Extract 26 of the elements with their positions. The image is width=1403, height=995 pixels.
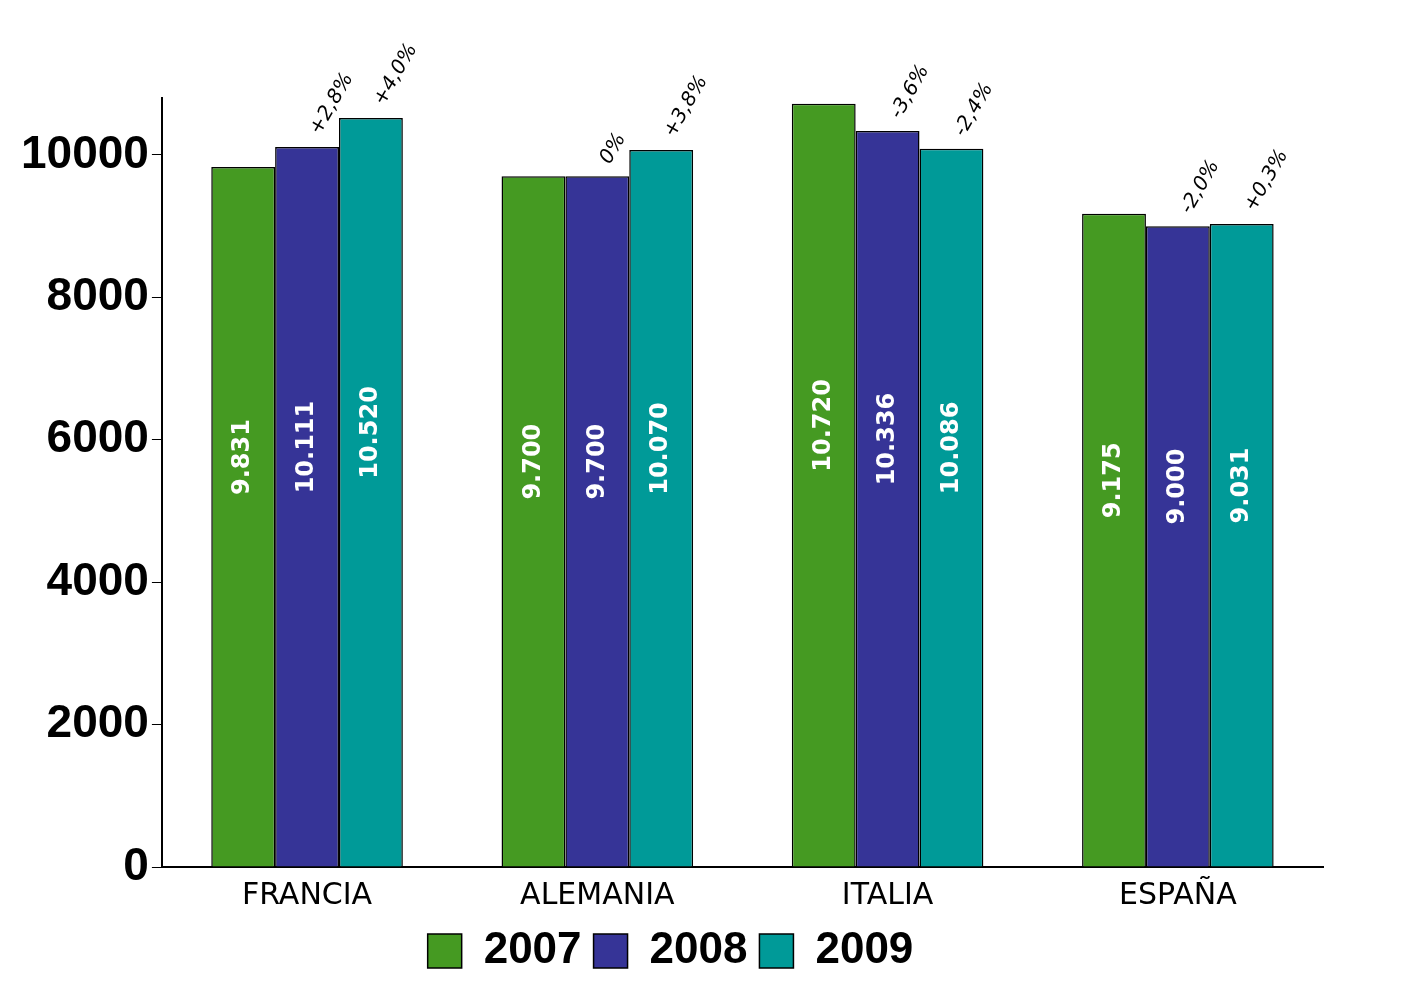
legend-label: 2008 bbox=[649, 923, 748, 973]
data-label: 9.000 bbox=[1162, 448, 1191, 525]
data-label: 10.520 bbox=[355, 386, 384, 479]
data-label: 10.336 bbox=[871, 392, 900, 486]
legend-label: 2007 bbox=[483, 923, 582, 973]
x-tick-label: ESPAÑA bbox=[1119, 875, 1238, 911]
data-label: 9.700 bbox=[581, 423, 610, 500]
legend-label: 2009 bbox=[815, 923, 914, 973]
y-tick-label: 4000 bbox=[46, 552, 149, 605]
annotation: 0% bbox=[593, 127, 631, 168]
y-tick-label: 10000 bbox=[20, 125, 149, 178]
data-label: 9.175 bbox=[1098, 442, 1127, 519]
y-tick-label: 6000 bbox=[46, 410, 149, 463]
data-label: 10.070 bbox=[645, 402, 674, 495]
y-tick-label: 0 bbox=[123, 837, 149, 890]
x-tick-label: ITALIA bbox=[841, 875, 934, 911]
data-label: 9.831 bbox=[227, 419, 256, 495]
data-label: 9.031 bbox=[1225, 447, 1254, 524]
data-label: 10.720 bbox=[807, 379, 836, 472]
data-label: 10.086 bbox=[935, 401, 964, 495]
x-tick-label: FRANCIA bbox=[241, 875, 373, 911]
y-tick-label: 8000 bbox=[46, 268, 149, 321]
y-tick-label: 2000 bbox=[46, 695, 149, 748]
data-label: 9.700 bbox=[517, 423, 546, 500]
x-tick-label: ALEMANIA bbox=[520, 875, 675, 911]
data-label: 10.111 bbox=[291, 400, 320, 494]
